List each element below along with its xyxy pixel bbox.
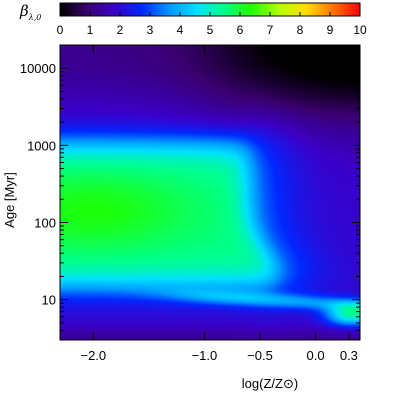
colorbar-ticks: 0 1 2 3 4 5 6 7 8 9 10 [57, 12, 367, 37]
axis-ticks: −2.0 −1.0 −0.5 0.0 0.3 10 100 1000 10000 [20, 44, 360, 363]
y-tick-label: 1000 [27, 138, 56, 153]
colorbar-tick-label: 3 [147, 23, 154, 37]
x-tick-label: −0.5 [247, 348, 273, 363]
colorbar-tick-label: 10 [353, 23, 367, 37]
y-axis-title: Age [Myr] [2, 172, 17, 228]
colorbar-tick-label: 1 [87, 23, 94, 37]
colorbar-title: βλ,0 [19, 2, 41, 22]
colorbar-tick-label: 7 [267, 23, 274, 37]
y-tick-label: 10000 [20, 61, 56, 76]
x-tick-label: 0.0 [307, 348, 325, 363]
colorbar-tick-label: 5 [207, 23, 214, 37]
x-tick-label: −2.0 [80, 348, 106, 363]
colorbar: 0 1 2 3 4 5 6 7 8 9 10 βλ,0 [19, 2, 367, 37]
heatmap-image [60, 45, 360, 340]
y-tick-label: 10 [42, 293, 56, 308]
colorbar-tick-label: 9 [327, 23, 334, 37]
colorbar-tick-label: 6 [237, 23, 244, 37]
x-tick-label: −1.0 [192, 348, 218, 363]
x-tick-label: 0.3 [340, 348, 358, 363]
y-tick-label: 100 [34, 216, 56, 231]
x-axis-title: log(Z/Z⊙) [242, 376, 298, 391]
colorbar-tick-label: 8 [297, 23, 304, 37]
colorbar-tick-label: 2 [117, 23, 124, 37]
colorbar-tick-label: 0 [57, 23, 64, 37]
plot-frame [59, 44, 361, 341]
colorbar-tick-label: 4 [177, 23, 184, 37]
plot-area: −2.0 −1.0 −0.5 0.0 0.3 10 100 1000 10000 [20, 44, 361, 363]
